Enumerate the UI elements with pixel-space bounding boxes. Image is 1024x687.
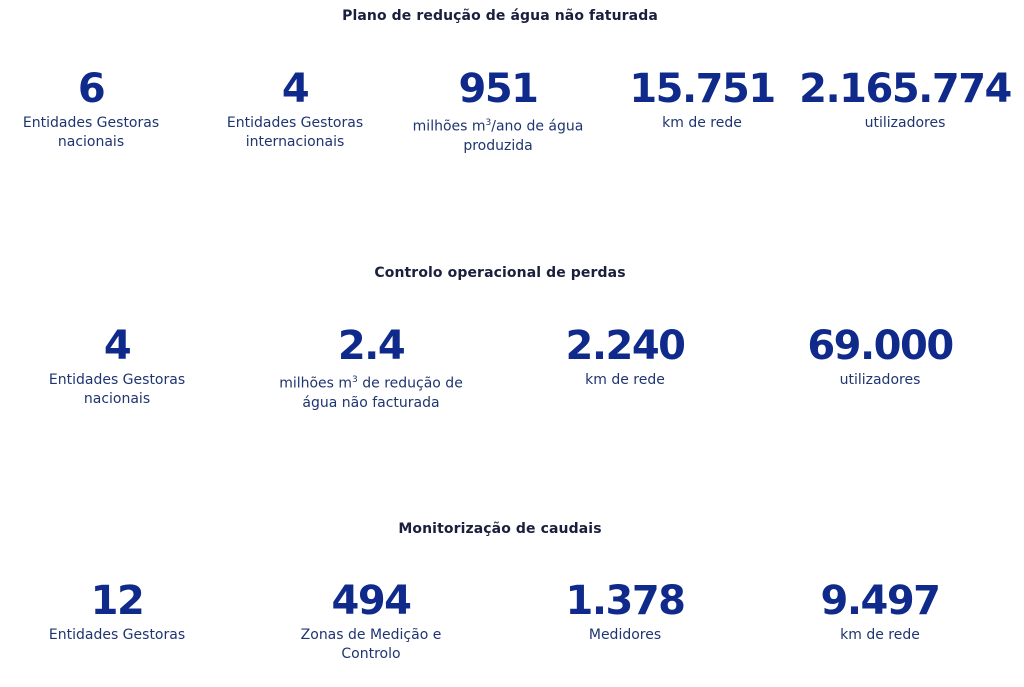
stat-meters: 1.378 Medidores xyxy=(565,578,686,645)
stat-label-line1: Entidades Gestoras xyxy=(48,627,186,643)
stat-value: 9.497 xyxy=(820,578,941,624)
stat-value: 494 xyxy=(331,578,412,624)
stat-label-line1: milhões m3 de redução de xyxy=(279,371,463,394)
label-post: de redução de xyxy=(357,375,463,392)
label-superscript: 3 xyxy=(485,118,492,128)
stat-water-produced: 951 milhões m3/ano de água produzida xyxy=(413,66,584,156)
label-pre: milhões m xyxy=(412,118,486,135)
stat-label-line1: milhões m3/ano de água xyxy=(413,114,584,137)
stat-value: 2.4 xyxy=(337,323,406,369)
stat-national-entities: 4 Entidades Gestoras nacionais xyxy=(49,323,185,409)
stat-label-line2: água não facturada xyxy=(302,394,440,411)
stat-label-line2: produzida xyxy=(463,137,533,154)
stat-value: 12 xyxy=(90,578,145,624)
label-post: /ano de água xyxy=(491,118,584,135)
stat-users: 69.000 utilizadores xyxy=(807,323,954,390)
stat-label-line1: km de rede xyxy=(662,115,742,131)
label-pre: milhões m xyxy=(279,375,353,392)
stat-users: 2.165.774 utilizadores xyxy=(799,66,1012,133)
stat-international-entities: 4 Entidades Gestoras internacionais xyxy=(227,66,363,152)
section-title-loss-control: Controlo operacional de perdas xyxy=(374,265,626,281)
label-superscript: 3 xyxy=(352,375,358,385)
stat-value: 4 xyxy=(281,66,310,112)
stat-network-km: 2.240 km de rede xyxy=(565,323,686,390)
stat-value: 1.378 xyxy=(565,578,686,624)
stat-measurement-zones: 494 Zonas de Medição e Controlo xyxy=(301,578,442,664)
stat-network-km: 15.751 km de rede xyxy=(629,66,776,133)
stat-label-line1: Entidades Gestoras xyxy=(226,115,364,131)
stat-label-line1: km de rede xyxy=(840,627,920,643)
stat-label-line2: internacionais xyxy=(245,134,345,150)
stat-label-line1: utilizadores xyxy=(864,115,946,131)
stat-label-line1: Medidores xyxy=(588,627,662,643)
stat-label-line2: nacionais xyxy=(83,391,151,407)
stat-label-line1: Zonas de Medição e xyxy=(300,627,442,643)
section-title-water-reduction: Plano de redução de água não faturada xyxy=(342,8,658,24)
stat-network-km: 9.497 km de rede xyxy=(820,578,941,645)
stat-label-line2: Controlo xyxy=(341,646,401,662)
stat-value: 2.240 xyxy=(565,323,686,369)
stat-entities: 12 Entidades Gestoras xyxy=(49,578,185,645)
stat-value: 2.165.774 xyxy=(799,66,1012,112)
stat-value: 6 xyxy=(77,66,106,112)
stat-label-line1: utilizadores xyxy=(839,372,921,388)
section-title-flow-monitoring: Monitorização de caudais xyxy=(398,521,602,537)
stat-label-line2: nacionais xyxy=(57,134,125,150)
stat-value: 951 xyxy=(458,66,539,112)
stat-value: 15.751 xyxy=(629,66,776,112)
stat-label-line1: Entidades Gestoras xyxy=(48,372,186,388)
stat-value: 69.000 xyxy=(807,323,954,369)
stat-unbilled-water-reduction: 2.4 milhões m3 de redução de água não fa… xyxy=(279,323,463,413)
stat-national-entities: 6 Entidades Gestoras nacionais xyxy=(23,66,159,152)
stat-label-line1: Entidades Gestoras xyxy=(22,115,160,131)
stat-label-line1: km de rede xyxy=(585,372,665,388)
stat-value: 4 xyxy=(103,323,132,369)
